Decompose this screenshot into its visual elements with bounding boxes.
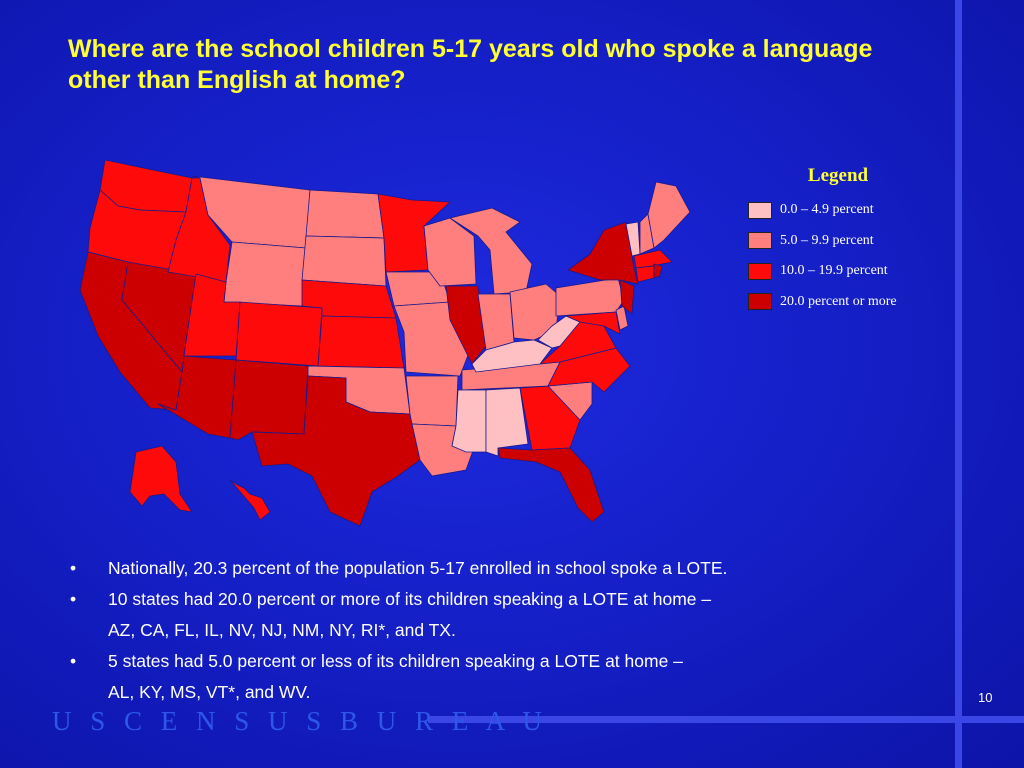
state-KY bbox=[471, 339, 553, 373]
legend-swatch bbox=[748, 201, 772, 219]
bullet-text: Nationally, 20.3 percent of the populati… bbox=[108, 558, 728, 578]
bullet-text: 10 states had 20.0 percent or more of it… bbox=[108, 589, 712, 609]
bullet-marker: • bbox=[70, 651, 77, 671]
state-TX bbox=[251, 375, 421, 527]
state-GA bbox=[519, 385, 581, 451]
legend-item: 5.0 – 9.9 percent bbox=[748, 226, 948, 257]
state-IL bbox=[445, 285, 487, 365]
bullet-list: • Nationally, 20.3 percent of the popula… bbox=[70, 553, 930, 708]
state-ND bbox=[305, 189, 385, 239]
state-MA bbox=[633, 249, 673, 269]
us-choropleth-map bbox=[79, 159, 691, 527]
map-legend: Legend 0.0 – 4.9 percent 5.0 – 9.9 perce… bbox=[748, 165, 948, 317]
state-ID bbox=[167, 177, 231, 283]
state-AK bbox=[129, 445, 193, 513]
slide-title: Where are the school children 5-17 years… bbox=[68, 35, 873, 94]
legend-item: 10.0 – 19.9 percent bbox=[748, 256, 948, 287]
state-PA bbox=[555, 277, 625, 317]
bullet-item: • 10 states had 20.0 percent or more of … bbox=[70, 584, 930, 646]
state-MD bbox=[565, 311, 621, 335]
state-NJ bbox=[619, 279, 635, 315]
state-AR bbox=[405, 375, 459, 427]
decor-horizontal-line bbox=[428, 716, 1024, 723]
legend-label: 0.0 – 4.9 percent bbox=[780, 202, 874, 218]
legend-label: 10.0 – 19.9 percent bbox=[780, 263, 888, 279]
legend-swatch bbox=[748, 232, 772, 250]
bullet-marker: • bbox=[70, 558, 77, 578]
state-CT bbox=[635, 265, 655, 283]
bullet-text-continued: AZ, CA, FL, IL, NV, NJ, NM, NY, RI*, and… bbox=[108, 620, 456, 640]
bullet-item: • 5 states had 5.0 percent or less of it… bbox=[70, 646, 930, 708]
state-FL bbox=[497, 447, 605, 523]
state-KS bbox=[317, 315, 405, 369]
legend-label: 5.0 – 9.9 percent bbox=[780, 232, 874, 248]
bullet-item: • Nationally, 20.3 percent of the popula… bbox=[70, 553, 930, 584]
legend-item: 20.0 percent or more bbox=[748, 287, 948, 318]
page-number: 10 bbox=[978, 690, 993, 705]
state-SD bbox=[301, 235, 387, 287]
state-HI bbox=[229, 479, 271, 521]
state-MI bbox=[449, 207, 533, 295]
state-RI bbox=[653, 263, 663, 279]
bullet-text: 5 states had 5.0 percent or less of its … bbox=[108, 651, 683, 671]
state-WY bbox=[223, 241, 307, 307]
legend-swatch bbox=[748, 293, 772, 311]
bullet-marker: • bbox=[70, 589, 77, 609]
bullet-text-continued: AL, KY, MS, VT*, and WV. bbox=[108, 682, 311, 702]
legend-title: Legend bbox=[807, 165, 869, 186]
legend-swatch bbox=[748, 262, 772, 280]
legend-item: 0.0 – 4.9 percent bbox=[748, 195, 948, 226]
state-DE bbox=[615, 305, 629, 331]
legend-label: 20.0 percent or more bbox=[780, 293, 897, 309]
state-MS bbox=[451, 389, 487, 453]
state-ME bbox=[647, 181, 691, 249]
state-CO bbox=[235, 301, 323, 367]
census-bureau-logo-text: U S C E N S U S B U R E A U bbox=[52, 706, 548, 736]
decor-vertical-line bbox=[955, 0, 962, 768]
state-NM bbox=[229, 359, 309, 441]
state-NY bbox=[567, 221, 639, 285]
